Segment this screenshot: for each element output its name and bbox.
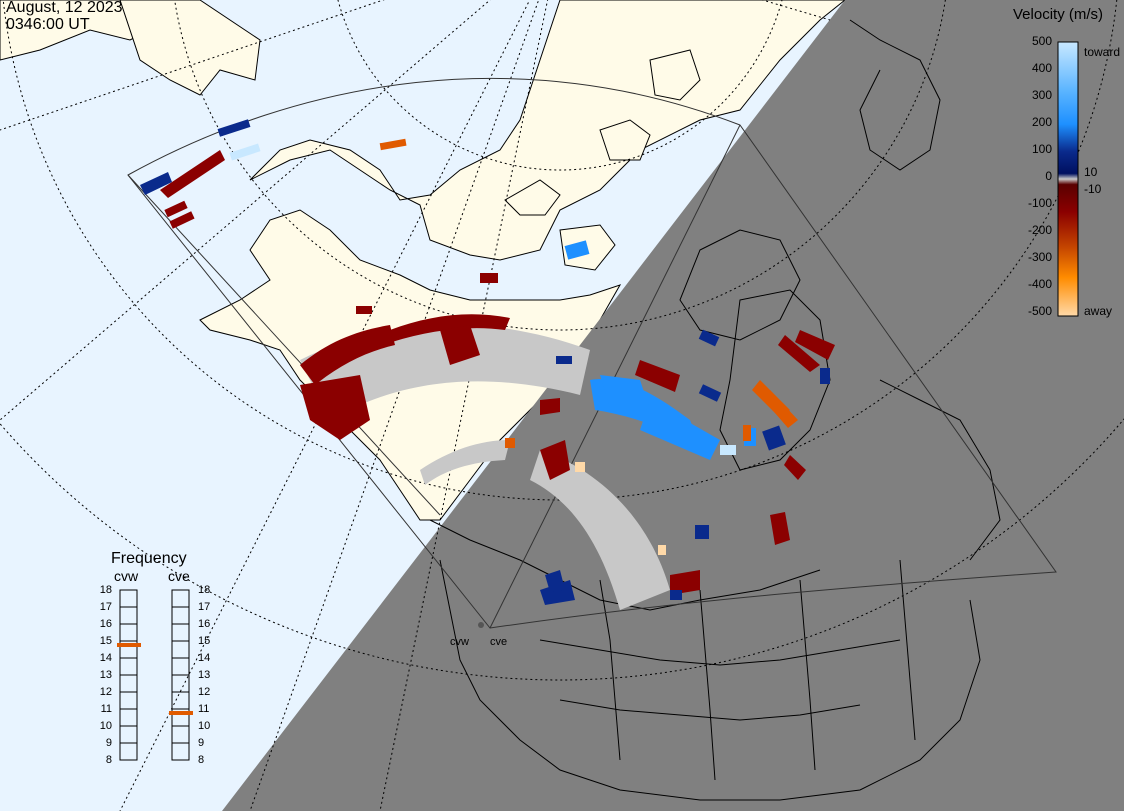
radar-site-marker	[478, 622, 484, 628]
station-label-cve: cve	[490, 636, 508, 648]
date-label: August, 12 2023	[6, 0, 123, 16]
velocity-colorbar	[1057, 41, 1079, 317]
night-coastlines	[429, 19, 1001, 801]
frequency-tick-left-3: 15	[99, 635, 112, 647]
velocity-tick-10: -500	[1027, 304, 1052, 318]
frequency-col-cvw: cvw	[114, 568, 139, 584]
frequency-col-cve: cve	[168, 568, 190, 584]
frequency-marker-cve	[169, 711, 193, 715]
frequency-tick-right-8: 10	[198, 720, 211, 732]
station-label-cvw: cvw	[450, 636, 469, 648]
velocity-tick-7: -200	[1027, 223, 1052, 237]
frequency-bars	[119, 589, 190, 761]
frequency-tick-left-6: 12	[99, 686, 112, 698]
frequency-tick-right-10: 8	[198, 754, 205, 766]
velocity-tick-1: 400	[1031, 61, 1052, 75]
frequency-tick-right-4: 14	[198, 652, 211, 664]
frequency-tick-left-7: 11	[100, 703, 112, 715]
frequency-tick-left-2: 16	[99, 618, 112, 630]
velocity-tick-2: 300	[1031, 88, 1052, 102]
time-label: 0346:00 UT	[6, 16, 90, 33]
frequency-tick-right-2: 16	[198, 618, 211, 630]
frequency-tick-left-10: 8	[105, 754, 112, 766]
frequency-tick-left-0: 18	[99, 584, 112, 596]
frequency-tick-right-0: 18	[198, 584, 211, 596]
velocity-tick-0: 500	[1031, 34, 1052, 48]
frequency-tick-right-5: 13	[198, 669, 211, 681]
fov-outlines	[127, 77, 1057, 629]
frequency-tick-right-3: 15	[198, 635, 211, 647]
frequency-tick-left-5: 13	[99, 669, 112, 681]
toward-label: toward	[1084, 45, 1121, 59]
velocity-tick-4: 100	[1031, 142, 1052, 156]
frequency-marker-cvw	[117, 643, 141, 647]
velocity-tick-3: 200	[1031, 115, 1052, 129]
velocity-tick-8: -300	[1027, 250, 1052, 264]
frequency-tick-left-4: 14	[99, 652, 112, 664]
night-terminator	[222, 0, 1124, 811]
frequency-tick-left-9: 9	[105, 737, 112, 749]
frequency-tick-left-8: 10	[99, 720, 112, 732]
velocity-cells	[140, 119, 835, 605]
frequency-tick-right-6: 12	[198, 686, 211, 698]
velocity-tick-5: 0	[1045, 169, 1052, 183]
frequency-tick-right-7: 11	[198, 703, 210, 715]
away-label: away	[1084, 304, 1113, 318]
frequency-tick-right-1: 17	[198, 601, 211, 613]
frequency-tick-right-9: 9	[198, 737, 205, 749]
velocity-scale-title: Velocity (m/s)	[1013, 6, 1104, 23]
velocity-tick-9: -400	[1027, 277, 1052, 291]
inner-label-neg: -10	[1084, 182, 1102, 196]
inner-label-pos: 10	[1084, 165, 1098, 179]
frequency-title: Frequency	[111, 550, 187, 567]
velocity-tick-6: -100	[1027, 196, 1052, 210]
frequency-tick-left-1: 17	[99, 601, 112, 613]
